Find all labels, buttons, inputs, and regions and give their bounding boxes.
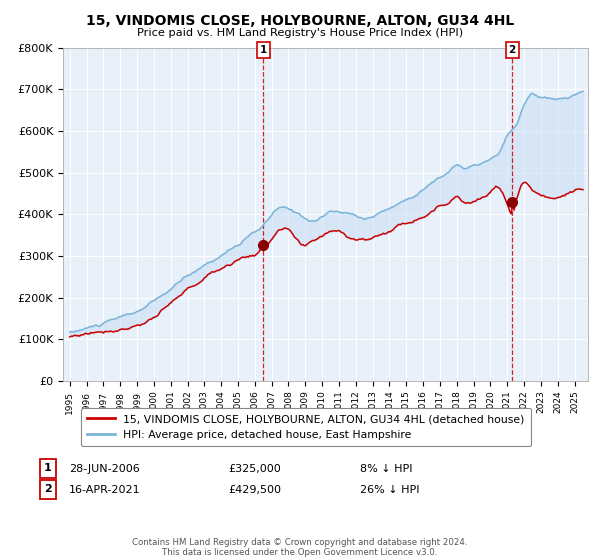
- Text: 26% ↓ HPI: 26% ↓ HPI: [360, 485, 419, 495]
- Text: Price paid vs. HM Land Registry's House Price Index (HPI): Price paid vs. HM Land Registry's House …: [137, 28, 463, 38]
- Text: 1: 1: [259, 45, 266, 55]
- Text: 15, VINDOMIS CLOSE, HOLYBOURNE, ALTON, GU34 4HL: 15, VINDOMIS CLOSE, HOLYBOURNE, ALTON, G…: [86, 14, 514, 28]
- Text: Contains HM Land Registry data © Crown copyright and database right 2024.
This d: Contains HM Land Registry data © Crown c…: [132, 538, 468, 557]
- Text: 2: 2: [44, 484, 52, 494]
- Legend: 15, VINDOMIS CLOSE, HOLYBOURNE, ALTON, GU34 4HL (detached house), HPI: Average p: 15, VINDOMIS CLOSE, HOLYBOURNE, ALTON, G…: [81, 408, 531, 446]
- Text: £325,000: £325,000: [228, 464, 281, 474]
- Text: £429,500: £429,500: [228, 485, 281, 495]
- Text: 28-JUN-2006: 28-JUN-2006: [69, 464, 140, 474]
- Text: 16-APR-2021: 16-APR-2021: [69, 485, 140, 495]
- Text: 8% ↓ HPI: 8% ↓ HPI: [360, 464, 413, 474]
- Text: 1: 1: [44, 463, 52, 473]
- Text: 2: 2: [508, 45, 516, 55]
